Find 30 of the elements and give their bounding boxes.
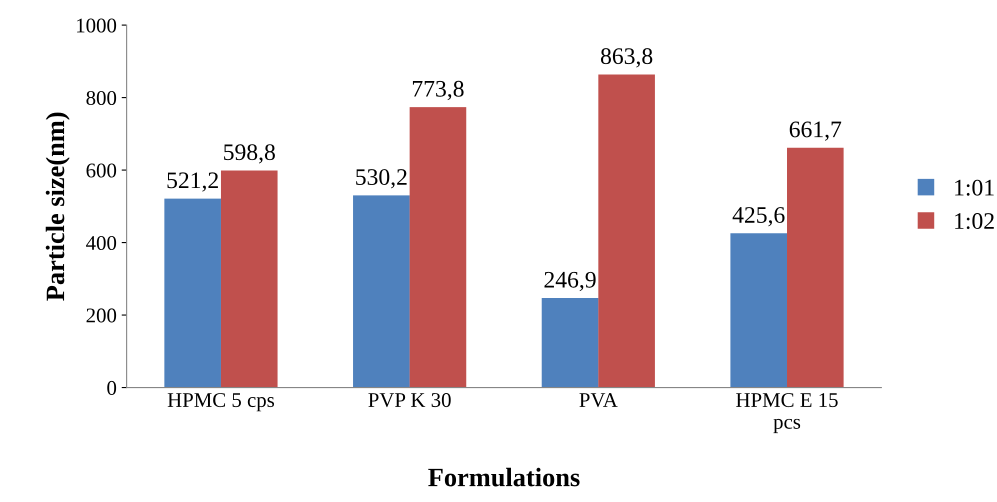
legend-label: 1:02 bbox=[955, 213, 994, 230]
bar bbox=[220, 170, 278, 388]
y-tick-label: 400 bbox=[86, 236, 116, 250]
bar bbox=[598, 74, 655, 388]
y-tick-label: 0 bbox=[107, 380, 116, 395]
x-tick-label: PVP K 30 bbox=[368, 393, 451, 408]
y-tick-label: 200 bbox=[86, 308, 116, 322]
bar bbox=[164, 198, 221, 388]
data-label: 425,6 bbox=[732, 207, 785, 226]
bar bbox=[410, 107, 466, 388]
bar bbox=[542, 298, 598, 388]
legend-label: 1:01 bbox=[955, 180, 994, 196]
data-label: 521,2 bbox=[167, 172, 218, 192]
bar bbox=[730, 233, 788, 388]
x-tick-label: PVA bbox=[579, 393, 618, 408]
data-label: 863,8 bbox=[600, 48, 652, 68]
bar bbox=[353, 195, 410, 388]
data-label: 530,2 bbox=[356, 169, 407, 188]
y-tick-label: 800 bbox=[86, 90, 116, 106]
data-label: 661,7 bbox=[790, 121, 842, 141]
y-tick-label: 600 bbox=[86, 163, 116, 178]
data-label: 246,9 bbox=[544, 272, 596, 292]
data-label: 598,8 bbox=[224, 144, 275, 164]
y-tick-label: 1000 bbox=[77, 18, 116, 33]
x-axis-title: Formulations bbox=[428, 468, 580, 486]
y-axis-title: Particle size(nm) bbox=[46, 112, 70, 301]
data-label: 773,8 bbox=[412, 80, 464, 100]
bar bbox=[787, 148, 844, 388]
x-tick-label: HPMC 5 cps bbox=[168, 393, 274, 412]
x-tick-label: HPMC E 15 pcs bbox=[736, 393, 838, 434]
